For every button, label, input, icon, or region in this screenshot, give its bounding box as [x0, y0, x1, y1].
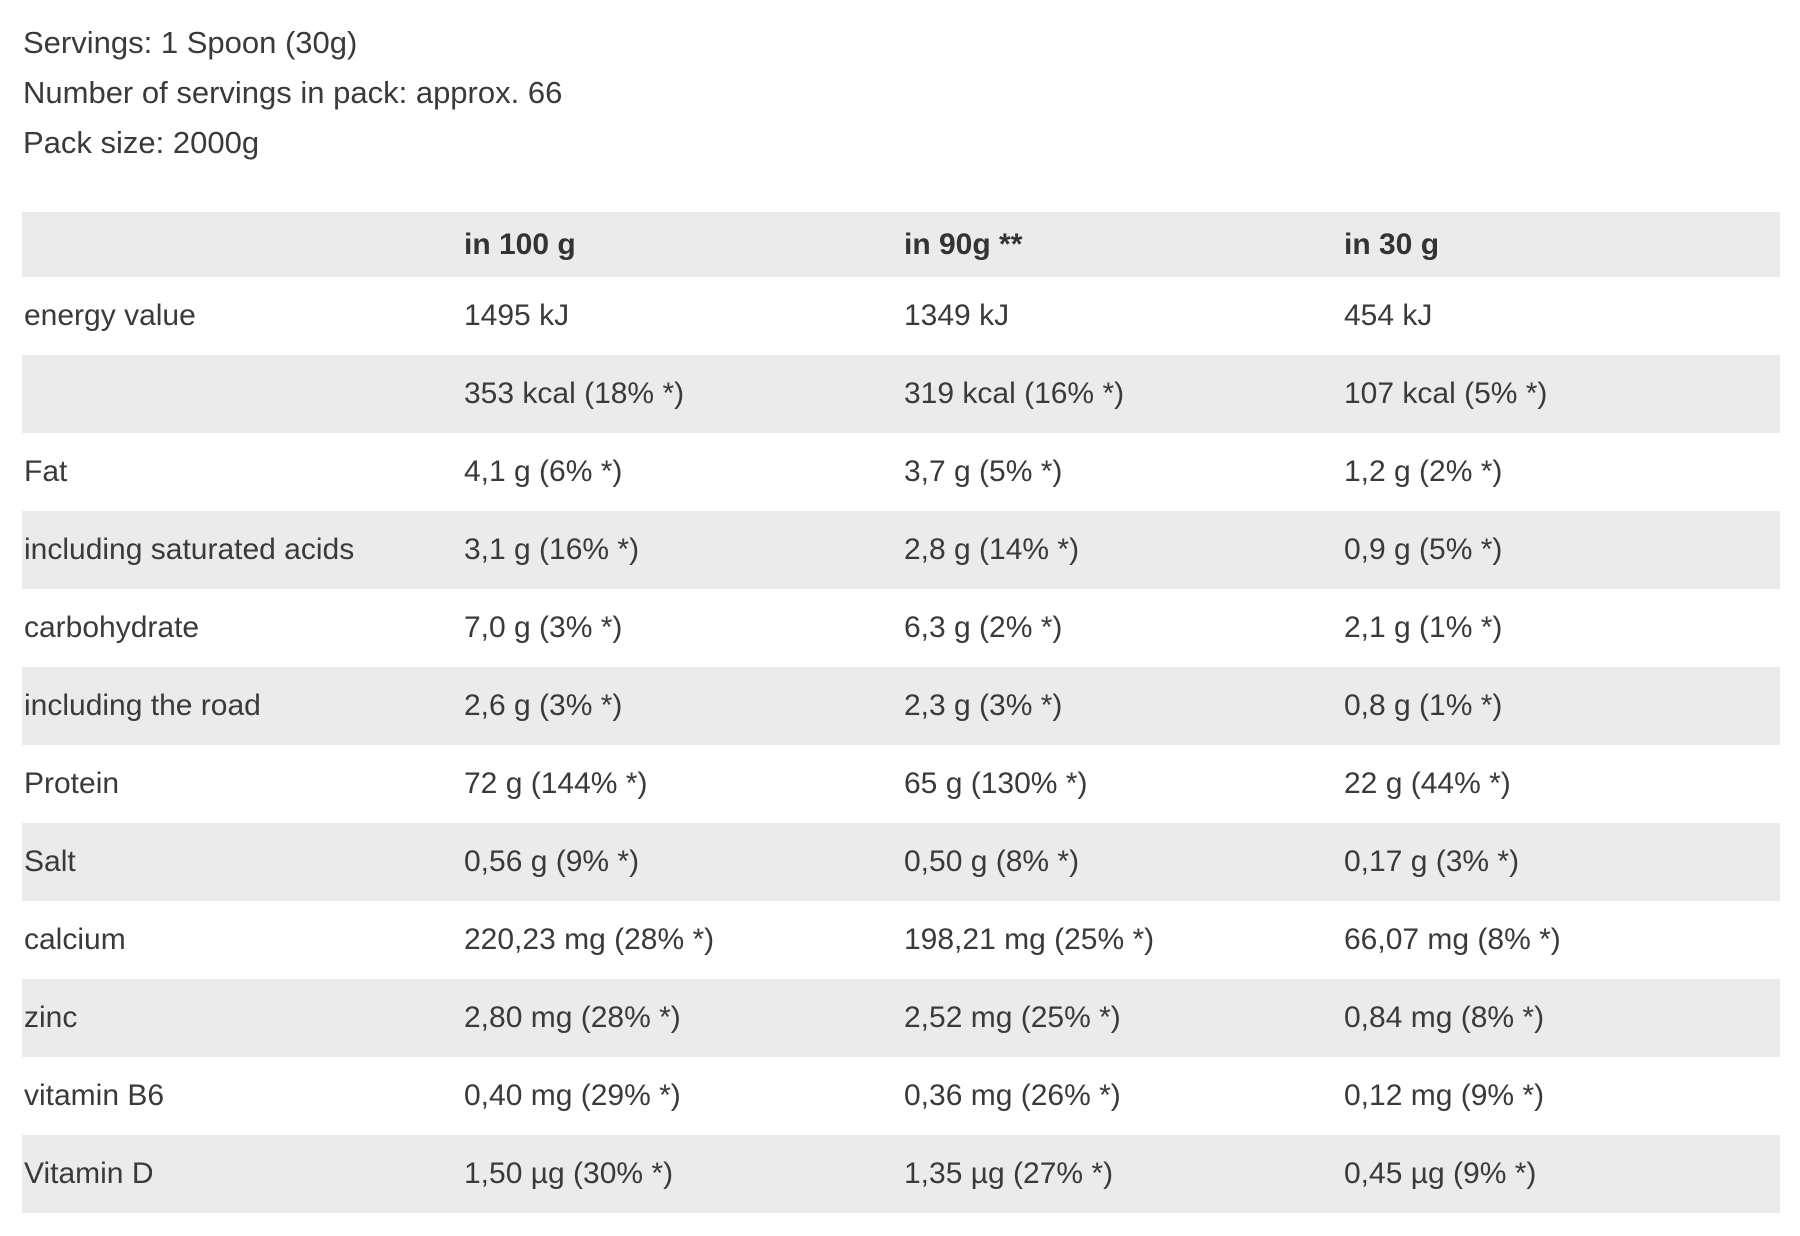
nutrient-value-30g: 22 g (44% *) — [1344, 767, 1511, 800]
nutrient-value-100g: 4,1 g (6% *) — [464, 455, 623, 488]
nutrient-value-30g: 0,84 mg (8% *) — [1344, 1001, 1545, 1034]
header-cell-100g: in 100 g — [464, 227, 576, 261]
nutrient-label: energy value — [24, 299, 196, 332]
nutrient-label: including saturated acids — [24, 533, 355, 566]
nutrient-label: vitamin B6 — [24, 1079, 165, 1112]
table-row: vitamin B6 0,40 mg (29% *) 0,36 mg (26% *)… — [22, 1057, 1780, 1135]
servings-count-text: Number of servings in pack: approx. 66 — [23, 75, 563, 110]
nutrition-table-body: energy value 1495 kJ 1349 kJ 454 kJ 353 kcal… — [22, 277, 1780, 1213]
header-cell-label — [22, 212, 462, 277]
nutrient-label: including the road — [24, 689, 261, 722]
table-row: Fat 4,1 g (6% *) 3,7 g (5% *) 1,2 g (2% *) — [22, 433, 1780, 511]
table-row: including the road 2,6 g (3% *) 2,3 g (3% … — [22, 667, 1780, 745]
nutrient-value-30g: 0,9 g (5% *) — [1344, 533, 1503, 566]
nutrient-value-30g: 0,17 g (3% *) — [1344, 845, 1520, 878]
nutrient-value-100g: 1495 kJ — [464, 299, 570, 332]
nutrient-value-100g: 353 kcal (18% *) — [464, 377, 685, 410]
nutrient-value-30g: 1,2 g (2% *) — [1344, 455, 1503, 488]
table-row: including saturated acids 3,1 g (16% *) 2,… — [22, 511, 1780, 589]
nutrient-value-100g: 0,56 g (9% *) — [464, 845, 640, 878]
nutrition-table: in 100 g in 90g ** in 30 g energy value 1… — [22, 212, 1780, 1213]
servings-text: Servings: 1 Spoon (30g) — [23, 25, 358, 60]
nutrient-value-90g: 0,36 mg (26% *) — [904, 1079, 1121, 1112]
nutrient-value-90g: 65 g (130% *) — [904, 767, 1088, 800]
nutrient-value-100g: 2,80 mg (28% *) — [464, 1001, 681, 1034]
nutrient-value-90g: 1,35 µg (27% *) — [904, 1157, 1114, 1190]
table-header-row: in 100 g in 90g ** in 30 g — [22, 212, 1780, 277]
table-row: Salt 0,56 g (9% *) 0,50 g (8% *) 0,17 g (3%… — [22, 823, 1780, 901]
table-row: calcium 220,23 mg (28% *) 198,21 mg (25% *… — [22, 901, 1780, 979]
nutrient-value-100g: 3,1 g (16% *) — [464, 533, 640, 566]
table-row: carbohydrate 7,0 g (3% *) 6,3 g (2% *) 2,1 … — [22, 589, 1780, 667]
table-row: energy value 1495 kJ 1349 kJ 454 kJ — [22, 277, 1780, 355]
nutrient-value-90g: 198,21 mg (25% *) — [904, 923, 1155, 956]
nutrient-value-30g: 107 kcal (5% *) — [1344, 377, 1548, 410]
header-cell-30g: in 30 g — [1344, 227, 1440, 261]
nutrient-value-30g: 0,45 µg (9% *) — [1344, 1157, 1537, 1190]
nutrient-label: calcium — [24, 923, 126, 956]
nutrient-value-30g: 2,1 g (1% *) — [1344, 611, 1503, 644]
nutrient-label: carbohydrate — [24, 611, 200, 644]
nutrient-value-100g: 0,40 mg (29% *) — [464, 1079, 681, 1112]
nutrient-label: Vitamin D — [24, 1157, 154, 1190]
nutrient-value-100g: 72 g (144% *) — [464, 767, 648, 800]
table-row: Protein 72 g (144% *) 65 g (130% *) 22 g (4… — [22, 745, 1780, 823]
nutrient-value-90g: 2,52 mg (25% *) — [904, 1001, 1121, 1034]
nutrient-label — [22, 355, 462, 433]
table-row: 353 kcal (18% *) 319 kcal (16% *) 107 kcal… — [22, 355, 1780, 433]
nutrient-label: Protein — [24, 767, 120, 800]
nutrient-value-30g: 0,8 g (1% *) — [1344, 689, 1503, 722]
nutrient-label: Fat — [24, 455, 68, 488]
serving-info: Servings: 1 Spoon (30g) Number of servin… — [23, 18, 562, 168]
header-cell-90g: in 90g ** — [904, 227, 1023, 261]
nutrient-value-100g: 2,6 g (3% *) — [464, 689, 623, 722]
table-row: zinc 2,80 mg (28% *) 2,52 mg (25% *) 0,84 m… — [22, 979, 1780, 1057]
pack-size-text: Pack size: 2000g — [23, 125, 260, 160]
table-row: Vitamin D 1,50 µg (30% *) 1,35 µg (27% *) 0… — [22, 1135, 1780, 1213]
nutrient-value-100g: 220,23 mg (28% *) — [464, 923, 715, 956]
nutrient-value-90g: 3,7 g (5% *) — [904, 455, 1063, 488]
nutrient-value-90g: 6,3 g (2% *) — [904, 611, 1063, 644]
nutrient-value-100g: 1,50 µg (30% *) — [464, 1157, 674, 1190]
nutrient-label: zinc — [24, 1001, 78, 1034]
nutrient-value-90g: 319 kcal (16% *) — [904, 377, 1125, 410]
nutrient-value-90g: 0,50 g (8% *) — [904, 845, 1080, 878]
nutrient-value-90g: 1349 kJ — [904, 299, 1010, 332]
nutrient-value-30g: 66,07 mg (8% *) — [1344, 923, 1561, 956]
nutrient-label: Salt — [24, 845, 76, 878]
nutrient-value-100g: 7,0 g (3% *) — [464, 611, 623, 644]
nutrient-value-30g: 454 kJ — [1344, 299, 1433, 332]
nutrient-value-30g: 0,12 mg (9% *) — [1344, 1079, 1545, 1112]
nutrient-value-90g: 2,8 g (14% *) — [904, 533, 1080, 566]
nutrient-value-90g: 2,3 g (3% *) — [904, 689, 1063, 722]
